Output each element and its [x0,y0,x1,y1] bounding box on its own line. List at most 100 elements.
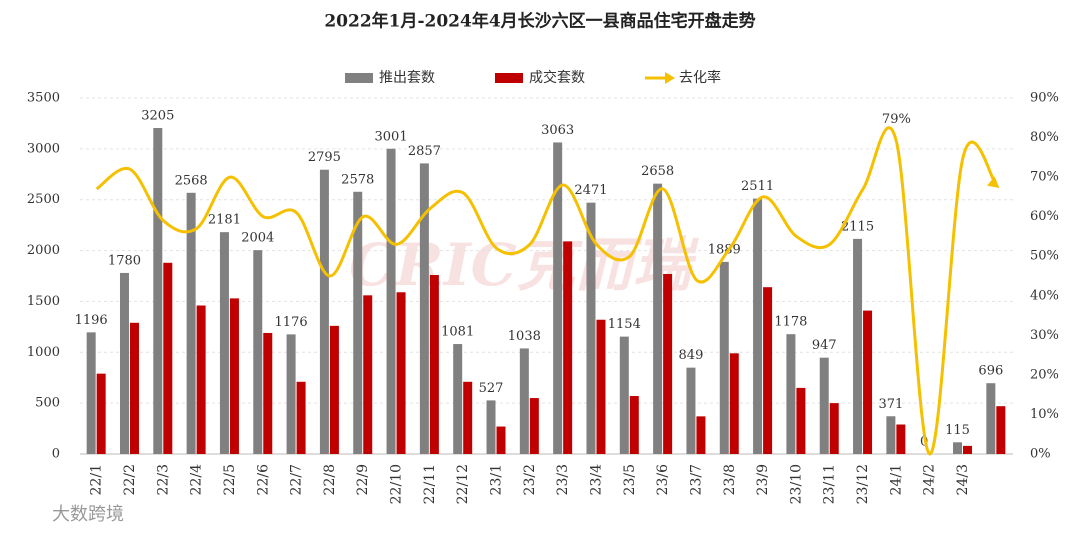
data-label: 1780 [108,253,141,268]
data-label: 371 [878,397,903,412]
bar [429,274,439,454]
data-label: 115 [945,423,970,438]
bar [229,298,239,454]
y2-tick-label: 50% [1030,249,1059,264]
bar [129,322,139,454]
x-tick-label: 22/8 [322,464,338,495]
y-tick-label: 2000 [27,243,60,258]
bar [219,232,229,454]
legend-swatch [345,73,373,83]
x-tick-label: 22/12 [455,464,471,504]
bar [763,287,773,454]
data-label: 2857 [408,144,441,159]
data-label: 2795 [308,150,341,165]
bar [863,310,873,454]
y-tick-label: 1000 [27,345,60,360]
x-tick-label: 23/11 [822,464,838,504]
bar [586,202,596,454]
bar [996,406,1006,454]
bar [686,367,696,454]
bar [629,396,639,454]
line-label: 79% [882,112,911,127]
data-label: 527 [479,381,504,396]
bar [319,169,329,455]
x-tick-label: 22/6 [255,464,271,496]
chart-title: 2022年1月-2024年4月长沙六区一县商品住宅开盘走势 [324,11,755,32]
x-tick-label: 23/12 [855,464,871,504]
y2-tick-label: 10% [1030,407,1059,422]
bar [786,334,796,454]
x-tick-label: 23/6 [655,464,671,496]
bar [329,325,339,454]
y2-tick-label: 80% [1030,130,1059,145]
data-label: 2578 [341,172,374,187]
bar [896,424,906,454]
data-label: 2568 [175,173,208,188]
data-label: 3001 [375,129,408,144]
x-tick-label: 22/5 [222,464,238,495]
data-label: 1176 [275,315,308,330]
bar [853,238,863,454]
x-tick-label: 22/3 [155,464,171,495]
x-tick-label: 22/11 [422,464,438,504]
x-tick-label: 23/4 [588,464,604,496]
rate-line [95,126,998,456]
x-tick-label: 23/1 [489,464,505,495]
bar [563,241,573,454]
x-tick-label: 22/10 [389,464,405,504]
bar [986,383,996,454]
bar [886,416,896,454]
watermark: CRIC克而瑞 [349,231,700,299]
data-label: 2471 [574,183,607,198]
bar [519,348,529,454]
legend-swatch [495,73,523,83]
bar [263,332,273,454]
bar [619,336,629,454]
x-tick-label: 23/3 [555,464,571,495]
x-tick-label: 24/3 [955,464,971,495]
bar [553,142,563,454]
bar [286,334,296,454]
y-tick-label: 0 [52,447,60,462]
bar [729,353,739,454]
data-label: 0 [920,435,928,450]
legend-label: 成交套数 [529,69,585,86]
data-label: 947 [812,338,837,353]
data-label: 2658 [641,164,674,179]
y-tick-label: 3500 [27,91,60,106]
bar [796,387,806,454]
bar [86,332,96,454]
bar [486,400,496,454]
bar [353,191,363,454]
y2-tick-label: 60% [1030,209,1059,224]
x-tick-label: 24/2 [922,464,938,495]
bar [819,357,829,454]
y2-tick-label: 0% [1030,447,1051,462]
bar [153,128,163,454]
data-label: 1196 [75,313,108,328]
y-tick-label: 2500 [27,192,60,207]
bar [453,344,463,454]
data-label: 696 [978,364,1003,379]
x-tick-label: 22/9 [355,464,371,495]
bar [296,381,306,454]
bar [463,381,473,454]
bar [653,183,663,454]
bar [186,192,196,454]
bar [663,273,673,454]
bar [753,198,763,454]
bar [163,262,173,454]
bar [196,305,206,454]
data-label: 1081 [441,325,474,340]
x-tick-label: 23/9 [755,464,771,495]
x-tick-label: 23/10 [788,464,804,504]
source: 大数跨境 [52,504,124,525]
x-tick-label: 23/8 [722,464,738,495]
data-label: 2115 [841,219,874,234]
bar [119,272,129,454]
y-tick-label: 3000 [27,141,60,156]
x-tick-label: 23/2 [522,464,538,495]
x-tick-label: 22/4 [189,464,205,496]
bar [253,250,263,454]
